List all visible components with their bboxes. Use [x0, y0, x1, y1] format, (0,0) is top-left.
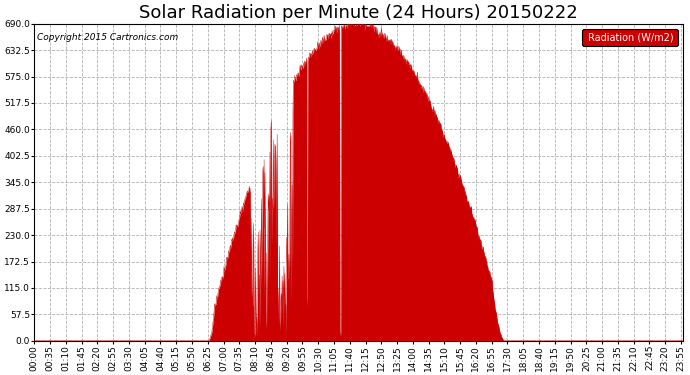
- Text: Copyright 2015 Cartronics.com: Copyright 2015 Cartronics.com: [37, 33, 179, 42]
- Title: Solar Radiation per Minute (24 Hours) 20150222: Solar Radiation per Minute (24 Hours) 20…: [139, 4, 578, 22]
- Legend: Radiation (W/m2): Radiation (W/m2): [582, 28, 678, 46]
